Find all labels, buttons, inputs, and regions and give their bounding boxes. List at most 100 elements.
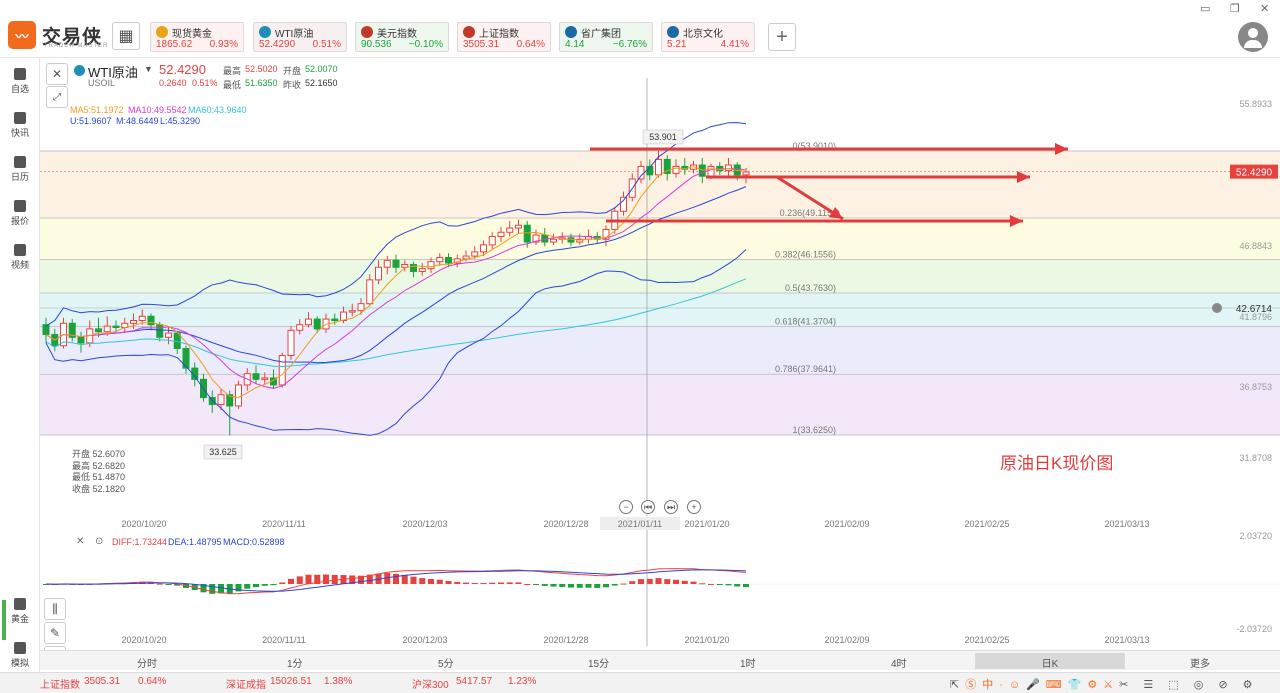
minimize-icon[interactable]: ▭ [1200, 3, 1211, 15]
macd-chart[interactable]: 2.03720 -2.03720 2020/10/20 2020/11/11 2020/… [40, 530, 1280, 650]
maximize-icon[interactable]: ❐ [1230, 3, 1240, 15]
scroll-left-icon[interactable]: ⏮ [641, 500, 655, 514]
ohlc-row: 开盘 52.6070 [72, 449, 125, 461]
quote-tab[interactable]: 上证指数 3505.31 0.64% [457, 22, 551, 52]
ma60-line [45, 278, 747, 368]
fib-label: 0.382(46.1556) [775, 249, 836, 259]
candle-body [742, 171, 750, 176]
trough-price-label: 33.625 [209, 447, 237, 457]
period-tab[interactable]: 日K [975, 653, 1125, 670]
settings-icon[interactable]: ⊙ [95, 536, 104, 547]
user-avatar[interactable] [1238, 22, 1268, 52]
candle-body [235, 384, 242, 407]
sidebar-item-trend[interactable]: 报价 [0, 200, 40, 227]
quote-tab[interactable]: 美元指数 90.536 −0.10% [355, 22, 449, 52]
close-macd-icon[interactable]: ✕ [76, 536, 85, 547]
add-tab-button[interactable]: + [768, 23, 796, 51]
ohlc-value: 52.6820 [92, 460, 126, 471]
price-axis-label: 36.8753 [1239, 382, 1272, 392]
macd-histogram-bar [305, 574, 312, 584]
close-window-icon[interactable]: ✕ [1260, 3, 1270, 15]
period-tab[interactable]: 4时 [891, 659, 907, 670]
candle-body [103, 325, 111, 333]
sidebar-item-sim[interactable]: 模拟 [0, 642, 40, 669]
quote-tab[interactable]: WTI原油 52.4290 0.51% [253, 22, 347, 52]
candle-body [698, 164, 706, 177]
candle-body [366, 279, 374, 305]
period-tab[interactable]: 1时 [740, 659, 756, 670]
zoom-in-icon[interactable]: + [687, 500, 701, 514]
candle-body [427, 261, 435, 270]
quote-name: WTI原油 [275, 29, 314, 40]
zoom-out-icon[interactable]: − [619, 500, 633, 514]
candle-body [340, 311, 347, 321]
macd-histogram-bar [270, 584, 277, 586]
chart-area[interactable]: 0(53.9010) 0.236(49.1154) 0.382(46.1556) 0.… [40, 58, 1280, 672]
grid-menu-icon[interactable]: ▦ [112, 22, 140, 50]
period-tab[interactable]: 更多 [1190, 659, 1210, 670]
date-axis-label: 2020/11/11 [262, 519, 306, 529]
candle-body [576, 238, 584, 243]
macd-histogram-bar [673, 579, 679, 584]
period-tab[interactable]: 分时 [137, 659, 157, 670]
main-chart[interactable]: 0(53.9010) 0.236(49.1154) 0.382(46.1556) 0.… [40, 58, 1280, 530]
sogou-input-icon[interactable]: Ⓢ中·☺🎤⌨👕⚙⚔ [965, 679, 1120, 691]
sidebar-item-label: 报价 [10, 216, 29, 226]
symbol-pct: 0.51% [192, 78, 218, 88]
expand-icon[interactable]: ⤢ [46, 86, 68, 108]
sidebar-item-label: 日历 [10, 172, 29, 182]
candle-body [602, 228, 610, 240]
ticker-price: 15026.51 [270, 676, 312, 687]
macd-histogram-bar [218, 584, 224, 594]
scroll-right-icon[interactable]: ⏭ [664, 500, 678, 514]
macd-histogram-bar [498, 582, 504, 584]
macd-histogram-bar [410, 576, 417, 584]
candle-body [523, 224, 531, 243]
peak-label-box [642, 129, 684, 145]
period-tab[interactable]: 5分 [438, 659, 454, 670]
macd-histogram-bar [419, 578, 426, 584]
ohlc-value: 51.4870 [92, 472, 126, 482]
ohlc-row: 收盘 52.1820 [72, 484, 125, 496]
close-chart-icon[interactable]: ✕ [46, 63, 68, 85]
candle-body [208, 397, 216, 406]
draw-pen-icon[interactable]: ✎ [44, 622, 66, 644]
date-axis-label: 2020/10/20 [121, 635, 166, 645]
candle-body [296, 324, 304, 331]
ticker-name[interactable]: 上证指数 [40, 680, 80, 691]
sidebar-item-news[interactable]: 快讯 [0, 112, 40, 139]
date-axis-label: 2021/01/20 [684, 635, 729, 645]
indicator-icon[interactable]: ⫼ [44, 598, 66, 620]
candle-body [331, 318, 339, 321]
quote-tab[interactable]: 现货黄金 1865.62 0.93% [150, 22, 244, 52]
chevron-down-icon[interactable]: ▼ [144, 64, 153, 74]
fib-label: 0.236(49.1154) [780, 208, 840, 218]
symbol-name[interactable]: WTI原油 [88, 65, 138, 80]
fib-label: 0.5(43.7630) [785, 283, 836, 293]
quote-pct: 0.93% [209, 39, 238, 50]
period-tab[interactable]: 1分 [287, 659, 303, 670]
tools-icon[interactable]: ✂ ☰ ⬚ ◎ ⊘ ⚙ [1119, 679, 1259, 691]
fib-band [40, 293, 1280, 327]
quote-name: 北京文化 [683, 29, 723, 40]
sidebar-item-bookmark[interactable]: 自选 [0, 68, 40, 95]
candle-body [707, 165, 715, 177]
candle-body [392, 259, 400, 268]
sidebar-item-video[interactable]: 视频 [0, 244, 40, 271]
macd-axis-bottom: -2.03720 [1236, 624, 1272, 634]
ticker-pct: 1.38% [324, 676, 353, 687]
ticker-name[interactable]: 深证成指 [226, 680, 266, 691]
candle-body [497, 231, 505, 237]
quote-tab[interactable]: 北京文化 5.21 4.41% [661, 22, 755, 52]
candle-body [375, 266, 382, 281]
cursor-tool-icon[interactable]: ⇱ [950, 679, 966, 691]
quote-tab[interactable]: 省广集团 4.14 −6.76% [559, 22, 653, 52]
macd-histogram-bar [253, 584, 259, 588]
ticker-name[interactable]: 沪深300 [412, 680, 449, 691]
sidebar-item-gold[interactable]: 黄金 [0, 598, 40, 625]
period-tab[interactable]: 15分 [588, 659, 610, 670]
candle-body [217, 394, 225, 406]
sidebar-item-calendar[interactable]: 日历 [0, 156, 40, 183]
candle-body [147, 315, 155, 326]
price-axis-label: 31.8708 [1239, 453, 1272, 463]
